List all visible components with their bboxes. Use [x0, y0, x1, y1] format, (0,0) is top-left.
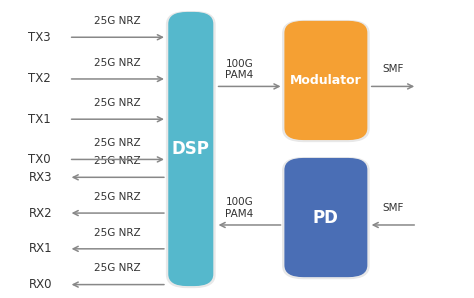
Text: 25G NRZ: 25G NRZ [94, 98, 141, 108]
Text: DSP: DSP [172, 140, 210, 158]
FancyBboxPatch shape [282, 20, 370, 142]
Text: TX1: TX1 [28, 113, 51, 126]
Text: 25G NRZ: 25G NRZ [94, 156, 141, 166]
Text: TX0: TX0 [28, 153, 51, 166]
Text: Modulator: Modulator [290, 74, 362, 87]
Text: TX3: TX3 [28, 31, 51, 44]
Text: 25G NRZ: 25G NRZ [94, 263, 141, 273]
Text: 25G NRZ: 25G NRZ [94, 192, 141, 202]
FancyBboxPatch shape [166, 11, 216, 288]
Text: RX3: RX3 [28, 171, 52, 184]
Text: SMF: SMF [383, 203, 404, 213]
Text: SMF: SMF [383, 64, 404, 74]
Text: 25G NRZ: 25G NRZ [94, 138, 141, 148]
Text: 100G
PAM4: 100G PAM4 [225, 198, 254, 219]
Text: RX1: RX1 [28, 242, 52, 255]
Text: TX2: TX2 [28, 72, 51, 86]
Text: 25G NRZ: 25G NRZ [94, 16, 141, 26]
Text: RX0: RX0 [28, 278, 52, 291]
Text: RX2: RX2 [28, 207, 52, 220]
Text: 25G NRZ: 25G NRZ [94, 227, 141, 238]
FancyBboxPatch shape [284, 21, 367, 140]
FancyBboxPatch shape [284, 158, 367, 277]
Text: PD: PD [313, 209, 339, 226]
Text: 25G NRZ: 25G NRZ [94, 58, 141, 68]
FancyBboxPatch shape [168, 12, 213, 286]
Text: 100G
PAM4: 100G PAM4 [225, 59, 254, 80]
FancyBboxPatch shape [282, 157, 370, 279]
